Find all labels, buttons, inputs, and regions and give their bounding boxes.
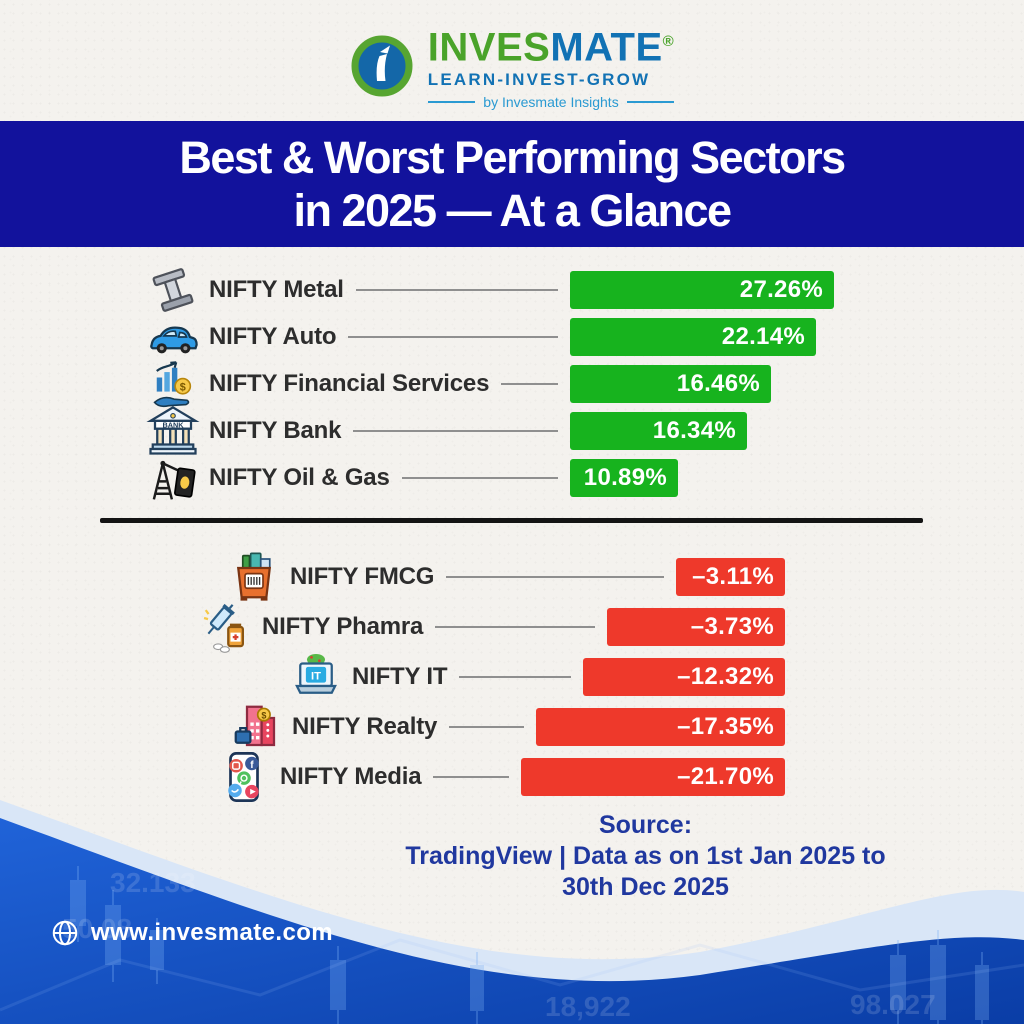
sector-row: NIFTY FMCG –3.11% <box>150 552 785 602</box>
shopping-basket-icon <box>226 550 282 604</box>
svg-text:$: $ <box>261 711 266 721</box>
sector-row: IT NIFTY IT –12.32% <box>150 652 785 702</box>
bank-icon: BANK <box>145 404 201 458</box>
sector-row: NIFTY Auto 22.14% <box>145 313 885 360</box>
sector-label: NIFTY Realty <box>292 713 438 740</box>
page-title-line2: in 2025 — At a Glance <box>293 185 732 236</box>
connector-line <box>446 576 664 578</box>
performance-bar: 10.89% <box>570 458 678 497</box>
laptop-it-icon: IT <box>288 650 344 704</box>
oil-rig-icon <box>145 451 201 505</box>
performance-value: –17.35% <box>677 713 774 740</box>
social-media-phone-icon: f <box>216 750 272 804</box>
sector-row: NIFTY Phamra –3.73% <box>150 600 785 654</box>
connector-line <box>355 288 558 291</box>
performance-value: –21.70% <box>677 763 774 790</box>
brand-name: INVESMATE® <box>427 25 675 70</box>
sector-row: NIFTY Oil & Gas 10.89% <box>145 454 885 501</box>
performance-bar: –12.32% <box>583 658 785 696</box>
registered-mark: ® <box>662 33 675 50</box>
website-url: www.invesmate.com <box>91 919 333 946</box>
sector-row: BANK NIFTY Bank 16.34% <box>145 405 885 455</box>
watermark-price: 32.133 <box>110 867 196 898</box>
sector-label: NIFTY Financial Services <box>209 369 490 397</box>
performance-bar: 27.26% <box>570 270 834 309</box>
source-label: Source: <box>598 811 693 839</box>
globe-icon <box>52 920 78 946</box>
brand-byline: by Invesmate Insights <box>427 94 675 110</box>
sector-label: NIFTY Media <box>280 763 422 790</box>
performance-bar: –17.35% <box>536 708 785 746</box>
best-performers-section: NIFTY Metal 27.26% NIFTY Auto <box>145 266 885 501</box>
syringe-medicine-icon <box>198 600 254 654</box>
byline-rule-right <box>626 101 675 104</box>
finance-growth-icon: $ <box>145 358 201 410</box>
website-link[interactable]: www.invesmate.com <box>50 918 333 948</box>
steel-ibeam-icon <box>145 264 201 316</box>
connector-line <box>401 476 558 479</box>
line-chart-decoration <box>0 938 1024 1012</box>
performance-value: 16.46% <box>676 369 760 397</box>
performance-bar: –3.73% <box>607 608 785 646</box>
wave-dark <box>0 818 1024 1024</box>
brand-tagline: LEARN-INVEST-GROW <box>427 70 651 90</box>
car-icon <box>145 310 201 364</box>
buildings-realty-icon: $ <box>228 700 284 754</box>
section-divider <box>100 518 923 523</box>
sector-row: $ NIFTY Financial Services 16.46% <box>145 360 885 407</box>
sector-label: NIFTY Metal <box>209 275 344 303</box>
sector-label: NIFTY Bank <box>209 416 342 444</box>
svg-text:$: $ <box>180 381 186 393</box>
performance-value: 10.89% <box>583 463 667 491</box>
performance-bar: 22.14% <box>570 317 816 356</box>
brand-logo: INVESMATE® LEARN-INVEST-GROW by Invesmat… <box>0 22 1024 110</box>
connector-line <box>435 626 595 628</box>
sector-row: $ NIFTY Realty –17.35% <box>150 702 785 752</box>
performance-value: 27.26% <box>739 275 823 303</box>
performance-value: –3.11% <box>692 563 774 590</box>
byline-rule-left <box>427 101 476 104</box>
connector-line <box>348 335 558 338</box>
candlestick-decoration <box>70 866 989 1024</box>
worst-performers-section: NIFTY FMCG –3.11% <box>150 552 785 802</box>
connector-line <box>459 676 571 678</box>
page-title-line1: Best & Worst Performing Sectors <box>179 132 846 183</box>
source-note: Source: TradingView | Data as on 1st Jan… <box>333 810 958 903</box>
sector-row: f NIFTY Media –21.70% <box>150 752 785 802</box>
sector-label: NIFTY IT <box>352 663 448 690</box>
connector-line <box>433 776 509 778</box>
svg-text:BANK: BANK <box>162 420 184 429</box>
sector-label: NIFTY Oil & Gas <box>209 463 390 491</box>
sector-row: NIFTY Metal 27.26% <box>145 266 885 313</box>
connector-line <box>501 382 558 385</box>
performance-value: –3.73% <box>690 613 774 640</box>
source-line1: TradingView | Data as on 1st Jan 2025 to <box>405 842 886 870</box>
connector-line <box>353 429 558 432</box>
invesmate-logo-icon <box>351 35 413 97</box>
footer-wave: 50.08 32.133 18,922 98.027 <box>0 800 1024 1024</box>
performance-value: 16.34% <box>652 416 736 444</box>
performance-value: –12.32% <box>677 663 774 690</box>
performance-value: 22.14% <box>721 322 805 350</box>
performance-bar: –3.11% <box>676 558 785 596</box>
source-line2: 30th Dec 2025 <box>562 873 729 901</box>
performance-bar: –21.70% <box>521 758 785 796</box>
price-watermarks: 50.08 32.133 18,922 98.027 <box>62 867 936 1022</box>
title-banner: Best & Worst Performing Sectors in 2025 … <box>0 121 1024 247</box>
svg-text:f: f <box>250 760 254 771</box>
sector-label: NIFTY Auto <box>209 322 337 350</box>
watermark-price: 98.027 <box>850 989 936 1020</box>
performance-bar: 16.34% <box>570 411 747 450</box>
sector-label: NIFTY FMCG <box>290 563 435 590</box>
connector-line <box>449 726 524 728</box>
performance-bar: 16.46% <box>570 364 771 403</box>
watermark-price: 18,922 <box>545 991 631 1022</box>
sector-label: NIFTY Phamra <box>262 613 424 640</box>
svg-text:IT: IT <box>311 670 321 682</box>
